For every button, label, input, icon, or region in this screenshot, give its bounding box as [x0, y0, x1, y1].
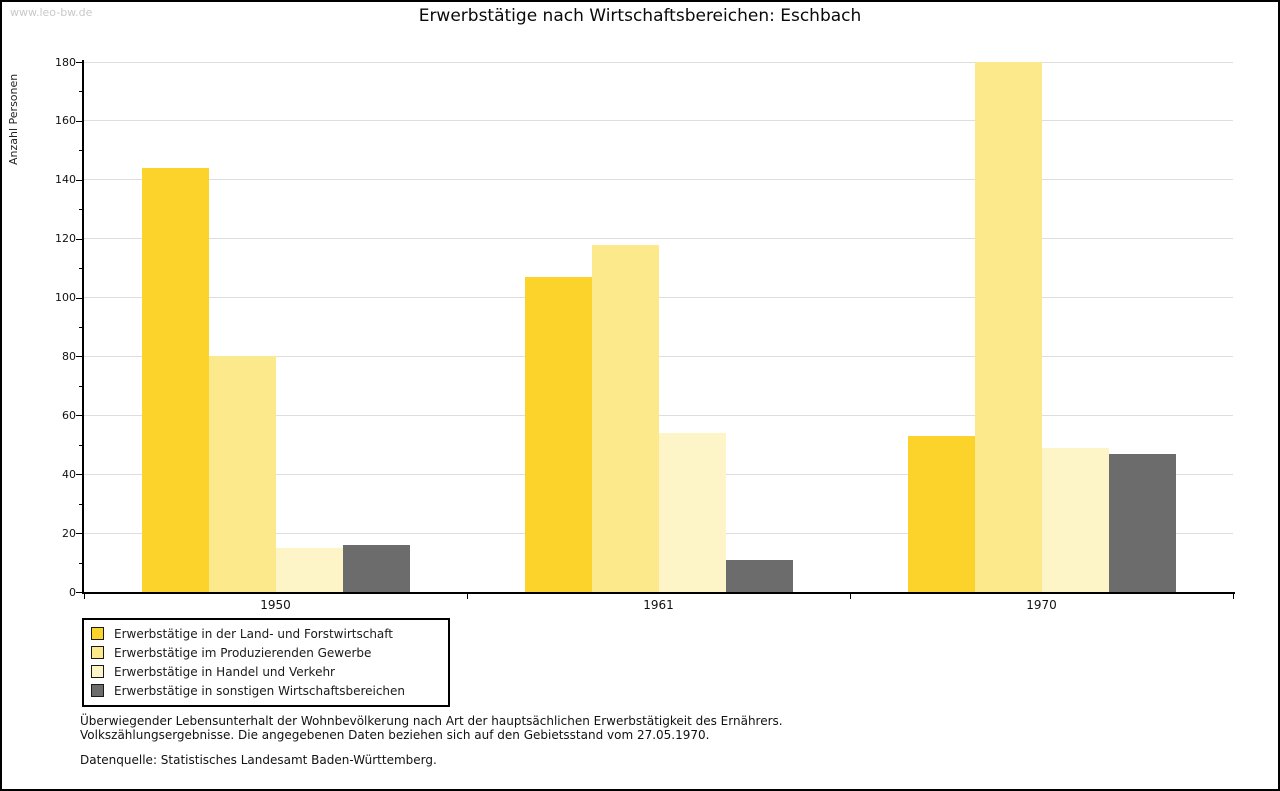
- legend-item: Erwerbstätige im Produzierenden Gewerbe: [91, 643, 442, 662]
- y-tick-label: 180: [55, 55, 76, 69]
- y-major-tick: [76, 474, 82, 476]
- y-major-tick: [76, 179, 82, 181]
- y-tick-label: 20: [62, 526, 76, 540]
- y-gridline: [84, 414, 1233, 416]
- y-tick-label: 140: [55, 173, 76, 187]
- bar-1950-series1: [141, 168, 209, 592]
- y-major-tick: [76, 533, 82, 535]
- bar-1970-series3: [1041, 447, 1109, 592]
- bar-1970-series4: [1108, 453, 1176, 592]
- legend-box: Erwerbstätige in der Land- und Forstwirt…: [82, 618, 450, 707]
- x-axis-tick: [1233, 594, 1234, 599]
- legend-color-swatch: [91, 665, 104, 678]
- legend-item-label: Erwerbstätige in der Land- und Forstwirt…: [114, 626, 393, 641]
- bar-1961-series3: [658, 433, 726, 592]
- y-minor-tick: [79, 268, 82, 270]
- y-tick-label: 60: [62, 408, 76, 422]
- y-major-tick: [76, 592, 82, 593]
- y-minor-tick: [79, 327, 82, 328]
- bar-1950-series3: [275, 547, 343, 592]
- y-minor-tick: [79, 385, 82, 387]
- bar-1950-series4: [342, 544, 410, 592]
- legend-item: Erwerbstätige in Handel und Verkehr: [91, 662, 442, 681]
- x-axis-tick: [850, 594, 851, 599]
- y-major-tick: [76, 356, 82, 358]
- data-source-note: Datenquelle: Statistisches Landesamt Bad…: [80, 753, 437, 767]
- legend-color-swatch: [91, 627, 104, 640]
- bar-1961-series4: [725, 559, 793, 592]
- x-category-label: 1970: [1026, 598, 1057, 612]
- y-tick-label: 80: [62, 349, 76, 363]
- y-major-tick: [76, 297, 82, 299]
- y-major-tick: [76, 120, 82, 122]
- x-axis-tick: [467, 594, 468, 599]
- y-tick-label: 100: [55, 291, 76, 305]
- footnote-line-2: Volkszählungsergebnisse. Die angegebenen…: [80, 728, 710, 742]
- bar-1961-series2: [591, 244, 659, 592]
- bar-1961-series1: [524, 276, 592, 592]
- legend-item: Erwerbstätige in sonstigen Wirtschaftsbe…: [91, 681, 442, 700]
- watermark-link: www.leo-bw.de: [10, 6, 93, 19]
- y-major-tick: [76, 415, 82, 417]
- y-tick-label: 0: [69, 585, 76, 599]
- y-tick-label: 120: [55, 232, 76, 246]
- bar-1970-series1: [907, 435, 975, 592]
- y-gridline: [84, 120, 1233, 122]
- bar-1970-series2: [974, 62, 1042, 592]
- legend-item-label: Erwerbstätige im Produzierenden Gewerbe: [114, 645, 372, 660]
- y-minor-tick: [79, 562, 82, 564]
- y-minor-tick: [79, 444, 82, 446]
- legend-color-swatch: [91, 646, 104, 659]
- y-minor-tick: [79, 150, 82, 152]
- y-minor-tick: [79, 91, 82, 93]
- bar-1950-series2: [208, 356, 276, 592]
- page-title: Erwerbstätige nach Wirtschaftsbereichen:…: [418, 6, 862, 26]
- x-axis-tick: [84, 594, 85, 599]
- x-axis-line: [82, 592, 1235, 594]
- y-gridline: [84, 355, 1233, 357]
- legend-item-label: Erwerbstätige in Handel und Verkehr: [114, 664, 335, 679]
- y-major-tick: [76, 238, 82, 240]
- x-category-label: 1961: [643, 598, 674, 612]
- legend-color-swatch: [91, 684, 104, 697]
- y-minor-tick: [79, 503, 82, 505]
- y-major-tick: [76, 62, 82, 63]
- y-axis-line: [82, 60, 84, 594]
- y-tick-label: 40: [62, 467, 76, 481]
- y-gridline: [84, 297, 1233, 299]
- x-category-label: 1950: [260, 598, 291, 612]
- y-gridline: [84, 179, 1233, 181]
- y-minor-tick: [79, 209, 82, 211]
- y-gridline: [84, 61, 1233, 63]
- footnote-line-1: Überwiegender Lebensunterhalt der Wohnbe…: [80, 714, 783, 728]
- y-gridline: [84, 238, 1233, 240]
- legend-item-label: Erwerbstätige in sonstigen Wirtschaftsbe…: [114, 683, 406, 698]
- y-tick-label: 160: [55, 114, 76, 128]
- legend-item: Erwerbstätige in der Land- und Forstwirt…: [91, 624, 442, 643]
